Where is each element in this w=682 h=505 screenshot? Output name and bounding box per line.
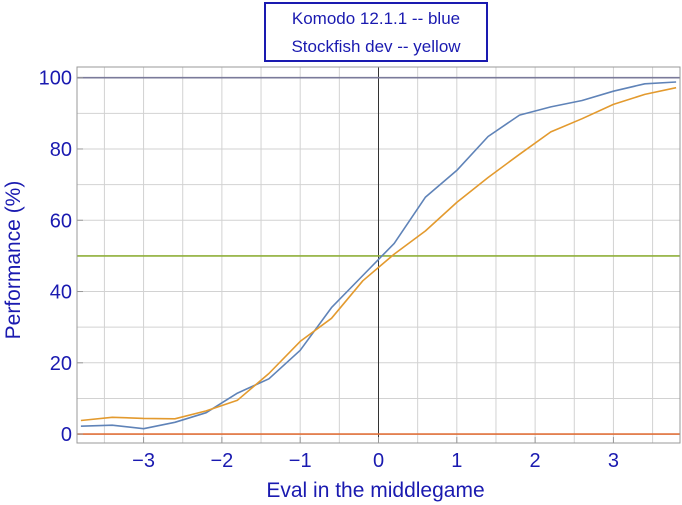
x-tick-label: 2 bbox=[530, 450, 541, 472]
legend-entry-komodo: Komodo 12.1.1 -- blue bbox=[291, 9, 461, 28]
x-tick-label: 1 bbox=[451, 450, 462, 472]
series-line-stockfish bbox=[80, 86, 677, 422]
y-tick-label: 100 bbox=[39, 68, 72, 90]
y-tick-label: 20 bbox=[50, 353, 72, 375]
y-tick-label: 0 bbox=[61, 424, 72, 446]
y-tick-label: 40 bbox=[50, 282, 72, 304]
x-axis-label: Eval in the middlegame bbox=[266, 479, 484, 502]
y-tick-label: 60 bbox=[50, 210, 72, 232]
legend-box: Komodo 12.1.1 -- blue Stockfish dev -- y… bbox=[264, 2, 488, 62]
y-axis-label: Performance (%) bbox=[2, 181, 25, 340]
x-tick-label: 3 bbox=[608, 450, 619, 472]
legend-entry-stockfish: Stockfish dev -- yellow bbox=[291, 37, 461, 56]
x-tick-label: 0 bbox=[373, 450, 384, 472]
y-tick-label: 80 bbox=[50, 139, 72, 161]
x-tick-label: −2 bbox=[210, 450, 233, 472]
series-line-komodo bbox=[80, 81, 677, 430]
x-tick-label: −3 bbox=[132, 450, 155, 472]
x-tick-label: −1 bbox=[289, 450, 312, 472]
